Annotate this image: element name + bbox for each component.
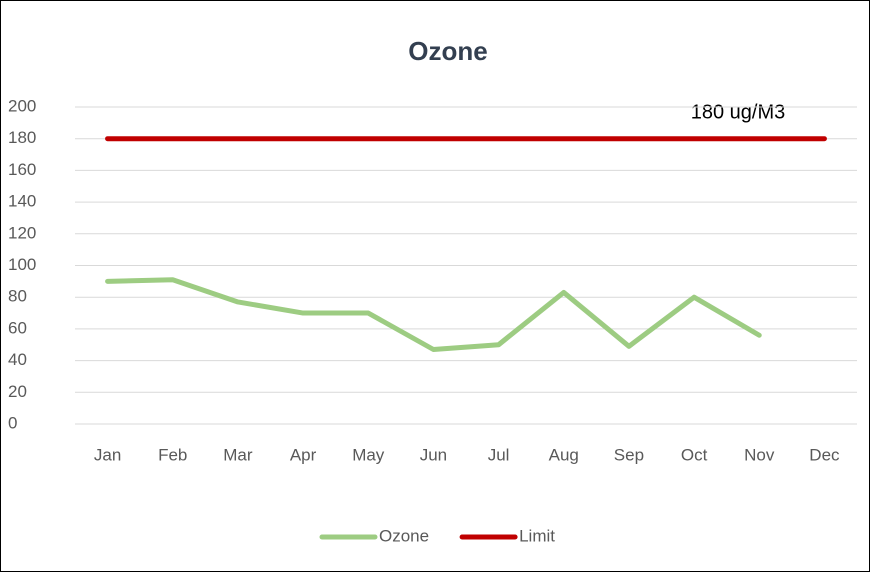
annotation: 180 ug/M3 [691,101,786,123]
x-tick-label: Jun [420,445,447,464]
x-tick-label: Jul [488,445,510,464]
x-tick-label: Dec [809,445,840,464]
x-tick-label: Apr [290,445,317,464]
y-tick-label: 120 [8,223,36,242]
x-tick-label: May [352,445,385,464]
y-tick-label: 80 [8,287,27,306]
y-tick-label: 180 [8,128,36,147]
legend-label: Ozone [379,526,429,545]
x-tick-label: Oct [681,445,708,464]
y-tick-label: 60 [8,318,27,337]
y-tick-label: 40 [8,350,27,369]
y-tick-label: 140 [8,192,36,211]
series-line [105,277,762,353]
y-tick-label: 200 [8,96,36,115]
y-tick-label: 160 [8,160,36,179]
y-tick-label: 20 [8,382,27,401]
x-tick-label: Feb [158,445,187,464]
y-tick-label: 0 [8,413,17,432]
x-tick-label: Mar [223,445,253,464]
x-tick-label: Nov [744,445,775,464]
x-tick-label: Sep [614,445,644,464]
x-tick-label: Jan [94,445,121,464]
y-tick-label: 100 [8,255,36,274]
legend-label: Limit [519,526,555,545]
x-tick-label: Aug [549,445,579,464]
chart-title: Ozone [408,36,487,66]
